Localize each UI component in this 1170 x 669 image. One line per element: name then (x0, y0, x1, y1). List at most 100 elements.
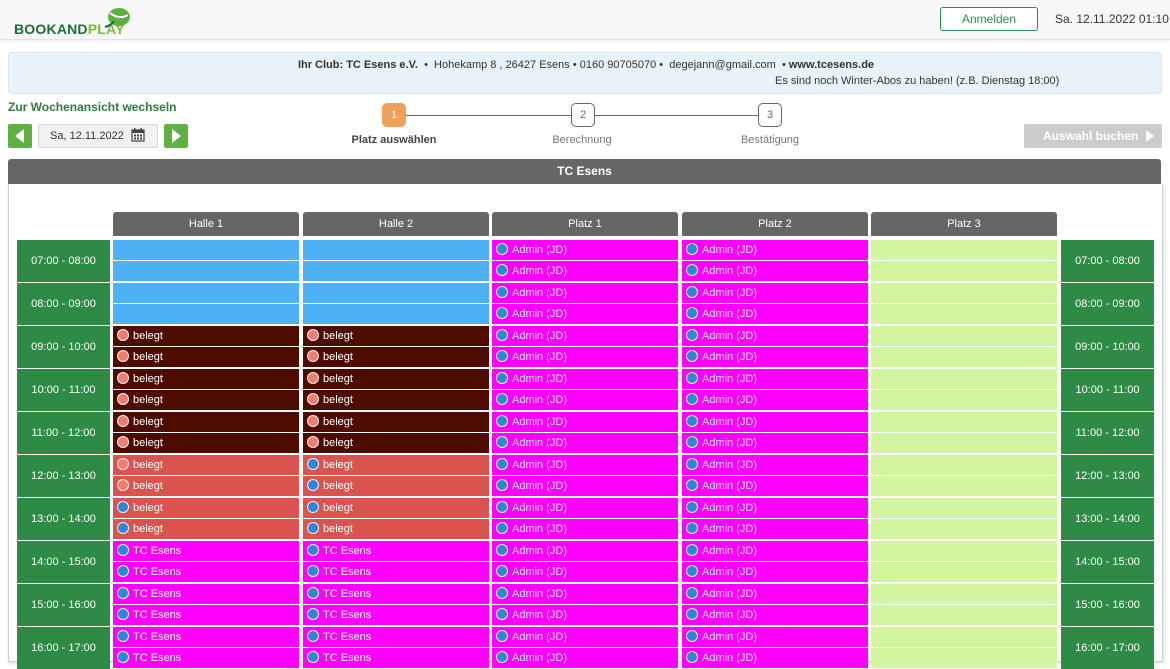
booking-slot[interactable]: Admin (JD) (682, 369, 868, 389)
booking-slot[interactable] (113, 261, 299, 281)
booking-slot[interactable]: Admin (JD) (492, 283, 678, 303)
booking-slot[interactable]: Admin (JD) (682, 498, 868, 518)
booking-slot[interactable]: Admin (JD) (682, 283, 868, 303)
booking-slot[interactable]: Admin (JD) (492, 541, 678, 561)
booking-slot[interactable]: TC Esens (303, 584, 489, 604)
booking-slot[interactable] (871, 433, 1057, 453)
booking-slot[interactable] (303, 240, 489, 260)
booking-slot[interactable] (113, 283, 299, 303)
booking-slot[interactable]: belegt (113, 390, 299, 410)
booking-slot[interactable]: Admin (JD) (682, 605, 868, 625)
booking-slot[interactable]: Admin (JD) (492, 412, 678, 432)
booking-slot[interactable]: TC Esens (303, 541, 489, 561)
booking-slot[interactable]: Admin (JD) (682, 261, 868, 281)
booking-slot[interactable] (871, 326, 1057, 346)
booking-slot[interactable]: Admin (JD) (682, 412, 868, 432)
booking-slot[interactable]: belegt (303, 347, 489, 367)
booking-slot[interactable]: Admin (JD) (492, 433, 678, 453)
booking-slot[interactable] (871, 648, 1057, 668)
booking-slot[interactable] (871, 455, 1057, 475)
booking-slot[interactable] (871, 347, 1057, 367)
week-view-link[interactable]: Zur Wochenansicht wechseln (8, 100, 177, 114)
booking-slot[interactable]: Admin (JD) (682, 326, 868, 346)
booking-slot[interactable] (871, 240, 1057, 260)
booking-slot[interactable] (871, 541, 1057, 561)
club-email[interactable]: degejann@gmail.com (669, 59, 776, 71)
booking-slot[interactable]: belegt (113, 476, 299, 496)
booking-slot[interactable]: belegt (113, 412, 299, 432)
booking-slot[interactable]: Admin (JD) (492, 648, 678, 668)
booking-slot[interactable] (871, 390, 1057, 410)
booking-slot[interactable] (871, 369, 1057, 389)
booking-slot[interactable]: TC Esens (113, 541, 299, 561)
booking-slot[interactable]: TC Esens (113, 584, 299, 604)
booking-slot[interactable]: Admin (JD) (682, 347, 868, 367)
booking-slot[interactable]: Admin (JD) (492, 605, 678, 625)
booking-slot[interactable]: belegt (113, 498, 299, 518)
booking-slot[interactable]: Admin (JD) (492, 498, 678, 518)
booking-slot[interactable] (871, 261, 1057, 281)
booking-slot[interactable]: belegt (303, 369, 489, 389)
booking-slot[interactable]: belegt (303, 412, 489, 432)
booking-slot[interactable]: Admin (JD) (492, 584, 678, 604)
booking-slot[interactable]: belegt (303, 326, 489, 346)
booking-slot[interactable]: belegt (303, 390, 489, 410)
booking-slot[interactable]: belegt (113, 433, 299, 453)
booking-slot[interactable] (871, 519, 1057, 539)
booking-slot[interactable]: belegt (303, 498, 489, 518)
booking-slot[interactable]: TC Esens (113, 648, 299, 668)
booking-slot[interactable] (871, 584, 1057, 604)
booking-slot[interactable]: Admin (JD) (682, 627, 868, 647)
booking-slot[interactable] (871, 304, 1057, 324)
booking-slot[interactable]: belegt (303, 519, 489, 539)
booking-slot[interactable]: Admin (JD) (492, 369, 678, 389)
booking-slot[interactable]: Admin (JD) (682, 390, 868, 410)
booking-slot[interactable]: Admin (JD) (492, 455, 678, 475)
booking-slot[interactable]: TC Esens (303, 605, 489, 625)
booking-slot[interactable]: Admin (JD) (492, 326, 678, 346)
booking-slot[interactable]: belegt (113, 455, 299, 475)
booking-slot[interactable]: Admin (JD) (492, 390, 678, 410)
booking-slot[interactable]: belegt (113, 326, 299, 346)
booking-slot[interactable]: TC Esens (303, 648, 489, 668)
booking-slot[interactable]: TC Esens (113, 627, 299, 647)
booking-slot[interactable]: belegt (113, 347, 299, 367)
booking-slot[interactable]: Admin (JD) (682, 519, 868, 539)
booking-slot[interactable]: Admin (JD) (682, 455, 868, 475)
booking-slot[interactable]: Admin (JD) (492, 476, 678, 496)
booking-slot[interactable]: Admin (JD) (682, 476, 868, 496)
booking-slot[interactable]: Admin (JD) (492, 519, 678, 539)
next-day-button[interactable] (164, 124, 188, 148)
booking-slot[interactable] (871, 605, 1057, 625)
booking-slot[interactable] (871, 476, 1057, 496)
booking-slot[interactable]: Admin (JD) (492, 240, 678, 260)
booking-slot[interactable]: belegt (303, 476, 489, 496)
booking-slot[interactable]: belegt (113, 519, 299, 539)
booking-slot[interactable] (871, 627, 1057, 647)
booking-slot[interactable]: belegt (113, 369, 299, 389)
booking-slot[interactable]: Admin (JD) (682, 584, 868, 604)
booking-slot[interactable]: belegt (303, 433, 489, 453)
booking-slot[interactable]: TC Esens (303, 562, 489, 582)
booking-slot[interactable]: Admin (JD) (682, 304, 868, 324)
booking-slot[interactable]: TC Esens (113, 605, 299, 625)
booking-slot[interactable] (871, 562, 1057, 582)
booking-slot[interactable]: Admin (JD) (682, 240, 868, 260)
booking-slot[interactable]: TC Esens (303, 627, 489, 647)
booking-slot[interactable]: Admin (JD) (682, 433, 868, 453)
booking-slot[interactable] (871, 283, 1057, 303)
booking-slot[interactable]: Admin (JD) (492, 304, 678, 324)
booking-slot[interactable] (303, 261, 489, 281)
booking-slot[interactable]: Admin (JD) (492, 347, 678, 367)
login-button[interactable]: Anmelden (940, 7, 1038, 31)
book-selection-button[interactable]: Auswahl buchen (1024, 124, 1162, 148)
booking-slot[interactable] (303, 304, 489, 324)
previous-day-button[interactable] (8, 124, 32, 148)
booking-slot[interactable]: belegt (303, 455, 489, 475)
booking-slot[interactable]: Admin (JD) (492, 562, 678, 582)
booking-slot[interactable]: Admin (JD) (492, 261, 678, 281)
calendar-icon[interactable] (131, 128, 145, 142)
club-website[interactable]: www.tcesens.de (788, 59, 875, 71)
booking-slot[interactable]: Admin (JD) (682, 562, 868, 582)
booking-slot[interactable] (113, 304, 299, 324)
